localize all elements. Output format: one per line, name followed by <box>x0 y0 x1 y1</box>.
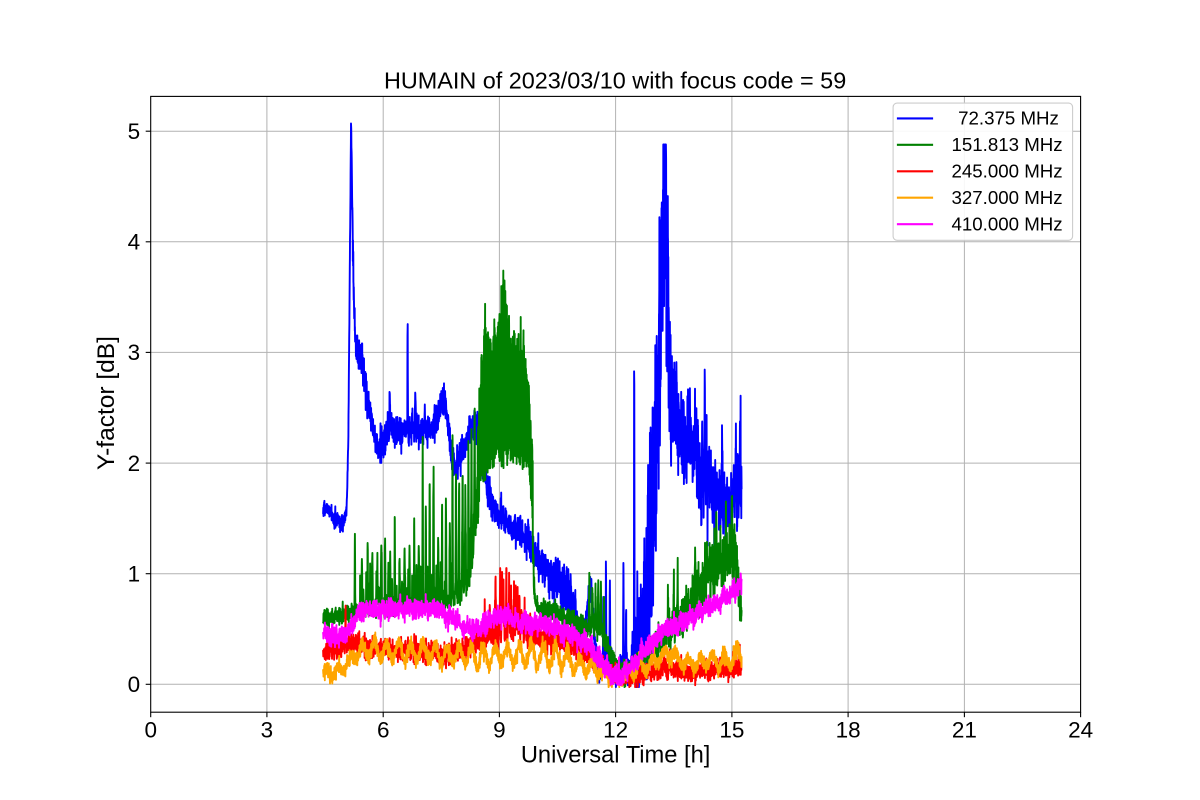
svg-text:4: 4 <box>128 230 141 255</box>
svg-text:1: 1 <box>128 561 141 586</box>
svg-text:15: 15 <box>719 718 744 743</box>
svg-text:12: 12 <box>603 718 628 743</box>
svg-text:72.375 MHz: 72.375 MHz <box>958 108 1059 129</box>
svg-text:21: 21 <box>952 718 977 743</box>
svg-text:0: 0 <box>128 672 141 697</box>
svg-text:3: 3 <box>261 718 274 743</box>
svg-text:Y-factor [dB]: Y-factor [dB] <box>93 336 120 470</box>
svg-text:Universal Time [h]: Universal Time [h] <box>521 742 711 768</box>
svg-text:6: 6 <box>377 718 390 743</box>
svg-text:3: 3 <box>128 340 141 365</box>
svg-text:410.000 MHz: 410.000 MHz <box>952 214 1063 235</box>
svg-text:9: 9 <box>493 718 506 743</box>
svg-text:5: 5 <box>128 119 141 144</box>
svg-text:245.000 MHz: 245.000 MHz <box>952 161 1063 182</box>
svg-text:0: 0 <box>144 718 157 743</box>
svg-text:2: 2 <box>128 451 141 476</box>
svg-text:151.813 MHz: 151.813 MHz <box>952 134 1063 155</box>
svg-text:327.000 MHz: 327.000 MHz <box>952 187 1063 208</box>
svg-text:24: 24 <box>1068 718 1093 743</box>
svg-text:18: 18 <box>836 718 861 743</box>
svg-text:HUMAIN of 2023/03/10 with focu: HUMAIN of 2023/03/10 with focus code = 5… <box>384 67 846 93</box>
